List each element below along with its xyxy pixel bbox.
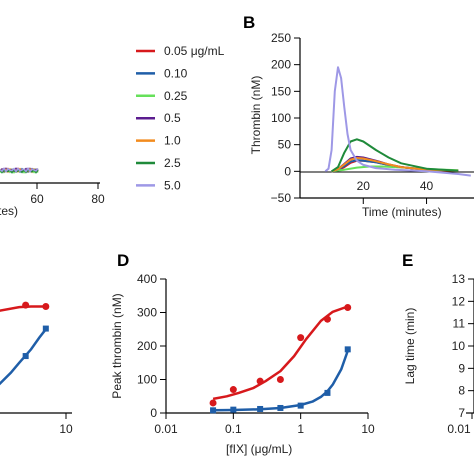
panel-d-point-0-1	[229, 386, 237, 394]
legend-label-0: 0.05 μg/mL	[164, 44, 225, 58]
panel-c-fragment: 10	[0, 301, 73, 436]
panel-d-point-0-0	[209, 399, 217, 407]
panel-b-series-6	[324, 66, 471, 177]
panel-b-x-tick-label-0: 20	[357, 179, 371, 193]
panel-b-y-ticks: 250 200 150 100 50 0 −50	[271, 31, 300, 205]
panel-e-y-tick-label-0: 13	[452, 272, 466, 286]
panel-d-point-1-0	[210, 407, 217, 414]
panel-e-y-tick-label-6: 7	[458, 406, 465, 420]
legend: 0.05 μg/mL 0.10 0.25 0.5 1.0 2.5 5.0	[136, 44, 225, 192]
panel-b-x-tick-label-1: 40	[420, 179, 434, 193]
panel-e-y-tick-label-1: 12	[452, 294, 466, 308]
panel-d-point-1-4	[297, 402, 304, 409]
panel-c-x-tick-label-10: 10	[59, 422, 73, 436]
panel-b-y-tick-label-2: 150	[271, 84, 291, 98]
panel-b-y-tick-label-1: 200	[271, 58, 291, 72]
panel-b-y-tick-label-4: 50	[278, 138, 292, 152]
panel-b-y-tick-label-5: 0	[284, 164, 291, 178]
panel-b-x-axis-title: Time (minutes)	[362, 205, 442, 219]
panel-e-letter: E	[402, 251, 413, 270]
panel-a-x-tick-label-80: 80	[91, 192, 105, 206]
panel-c-point-0-0	[22, 301, 30, 309]
panel-d-point-1-6	[344, 346, 351, 353]
panel-a-x-tick-label-60: 60	[30, 192, 44, 206]
panel-b-series-5	[331, 138, 459, 173]
panel-d-point-0-4	[297, 334, 305, 342]
panel-b-x-ticks: 20 40	[357, 179, 434, 204]
panel-a-baseline-traces	[0, 167, 39, 174]
panel-d-x-tick-label-2: 1	[297, 422, 304, 436]
panel-d-point-1-2	[257, 405, 264, 412]
panel-b-y-tick-label-0: 250	[271, 31, 291, 45]
panel-b-series-4	[331, 157, 459, 173]
legend-label-1: 0.10	[164, 66, 188, 80]
panel-d-y-axis-title: Peak thrombin (nM)	[110, 293, 124, 398]
panel-c-series	[0, 301, 50, 386]
panel-c-point-1-1	[42, 325, 49, 332]
panel-d-letter: D	[117, 251, 129, 270]
panel-d-y-tick-label-1: 300	[137, 306, 157, 320]
panel-d-y-tick-label-4: 0	[150, 406, 157, 420]
panel-c-point-0-1	[42, 302, 50, 310]
legend-label-4: 1.0	[164, 134, 181, 148]
panel-d-y-tick-label-0: 400	[137, 272, 157, 286]
panel-d-y-tick-label-2: 200	[137, 339, 157, 353]
panel-b-y-axis-title: Thrombin (nM)	[249, 76, 263, 155]
panel-d-fit-1	[213, 350, 349, 412]
panel-d-y-tick-label-3: 100	[137, 373, 157, 387]
panel-c-fit-0	[0, 305, 46, 312]
panel-a-fragment: 60 80 tes)	[0, 167, 105, 218]
panel-e-y-ticks: 13 12 11 10 9 8 7	[452, 272, 474, 420]
legend-label-3: 0.5	[164, 111, 181, 125]
legend-label-5: 2.5	[164, 156, 181, 170]
panel-e-y-tick-label-4: 9	[458, 361, 465, 375]
panel-d-series	[209, 303, 352, 414]
panel-e-y-tick-label-5: 8	[458, 384, 465, 398]
panel-a-trace-6	[0, 167, 39, 173]
panel-e-y-tick-label-2: 11	[453, 317, 466, 331]
panel-d-x-axis-title: [fIX] (μg/mL)	[226, 442, 292, 456]
panel-d-point-1-3	[277, 404, 284, 411]
panel-d-point-1-1	[230, 406, 237, 413]
panel-d-x-tick-label-0: 0.01	[154, 422, 178, 436]
panel-d-x-tick-label-3: 10	[361, 422, 375, 436]
panel-d-x-tick-label-1: 0.1	[225, 422, 242, 436]
panel-d-x-ticks: 0.01 0.1 1 10	[154, 413, 375, 436]
panel-d-point-0-2	[256, 377, 264, 385]
panel-d-y-ticks: 400 300 200 100 0	[137, 272, 166, 420]
legend-label-2: 0.25	[164, 89, 188, 103]
panel-a-x-title-fragment: tes)	[0, 204, 18, 218]
panel-b-y-tick-label-6: −50	[271, 191, 292, 205]
panel-e-y-tick-label-3: 10	[452, 339, 466, 353]
panel-b-y-tick-label-3: 100	[271, 111, 291, 125]
panel-b-series	[324, 66, 471, 177]
panel-e-y-axis-title: Lag time (min)	[403, 308, 417, 385]
panel-d-point-1-5	[324, 389, 331, 396]
panel-d-point-0-5	[323, 315, 331, 323]
panel-e: E Lag time (min) 13 12 11 10 9 8 7 0.01	[402, 251, 474, 436]
panel-d-point-0-3	[276, 376, 284, 383]
panel-b-letter: B	[243, 13, 255, 32]
panel-c-point-1-0	[22, 353, 29, 360]
panel-e-x-tick-label-0.01: 0.01	[447, 422, 471, 436]
panel-d-point-0-6	[344, 303, 352, 311]
legend-label-6: 5.0	[164, 178, 181, 192]
